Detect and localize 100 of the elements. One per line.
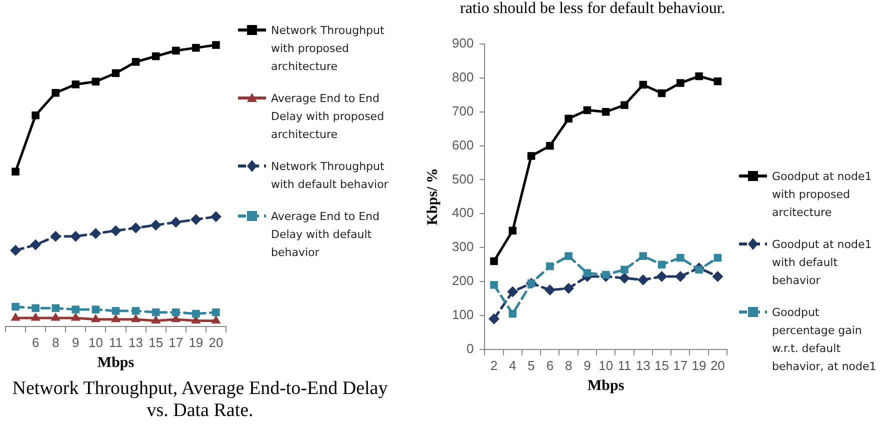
point <box>564 252 572 260</box>
point <box>132 307 140 315</box>
point <box>72 80 80 88</box>
x-tick-label: 8 <box>52 334 60 350</box>
point <box>131 314 141 322</box>
x-axis-title: Mbps <box>97 354 134 371</box>
point <box>676 254 684 262</box>
x-tick-label: 15 <box>148 334 164 350</box>
y-tick-label: 400 <box>452 205 474 220</box>
point <box>639 252 648 260</box>
point <box>712 270 724 282</box>
point <box>112 69 120 78</box>
point <box>12 302 20 311</box>
point <box>192 44 200 52</box>
legend-label: Goodput percentage gain w.r.t. default behavior, at node1 <box>772 305 878 375</box>
y-tick-label: 300 <box>452 239 474 254</box>
point <box>583 269 592 277</box>
y-tick-label: 600 <box>452 137 474 152</box>
point <box>602 108 610 116</box>
point <box>695 266 703 274</box>
point <box>152 52 160 60</box>
point <box>70 312 80 321</box>
point <box>32 304 40 312</box>
point <box>695 72 703 80</box>
point <box>112 307 120 315</box>
text: ratio should be less for default behaviour. <box>460 0 726 18</box>
point <box>90 314 100 322</box>
point <box>507 286 518 298</box>
point <box>583 106 592 114</box>
point <box>658 260 666 268</box>
point <box>151 315 161 324</box>
point <box>12 168 20 176</box>
point <box>150 220 162 231</box>
x-tick-label: 20 <box>208 334 224 350</box>
point <box>620 101 628 109</box>
x-tick-label: 19 <box>188 334 204 350</box>
point <box>172 46 180 55</box>
y-tick-label: 700 <box>452 103 474 118</box>
x-tick-label: 9 <box>72 334 80 350</box>
legend-label: Network Throughput with proposed architecture <box>271 23 386 75</box>
x-tick-label: 10 <box>88 334 103 350</box>
point <box>70 230 82 242</box>
x-tick-label: 8 <box>564 358 572 373</box>
x-tick-label: 15 <box>654 358 669 373</box>
point <box>10 244 22 256</box>
point <box>32 111 40 120</box>
point <box>544 284 556 296</box>
x-tick-label: 9 <box>584 358 591 373</box>
point <box>130 222 142 234</box>
x-tick-label: 4 <box>509 358 516 373</box>
x-tick-label: 13 <box>636 358 650 373</box>
y-tick-label: 800 <box>452 70 474 85</box>
x-tick-label: 6 <box>32 334 40 350</box>
point <box>92 78 100 86</box>
point <box>30 239 42 250</box>
y-tick-label: 100 <box>452 307 474 322</box>
legend-label: Goodput at node1 with proposed arcitecture <box>772 169 873 221</box>
point <box>212 308 220 316</box>
point <box>563 282 574 294</box>
point <box>90 228 102 240</box>
text: Network Throughput, Average End-to-End Delay vs. Data Rate. <box>11 378 389 422</box>
x-tick-label: 11 <box>618 358 632 373</box>
point <box>564 114 572 123</box>
point <box>50 230 62 242</box>
point <box>210 211 222 222</box>
x-tick-label: 2 <box>490 358 498 373</box>
y-tick-label: 0 <box>466 340 474 356</box>
x-tick-label: 10 <box>598 358 614 373</box>
x-axis-title: Mbps <box>588 378 624 394</box>
point <box>639 80 648 89</box>
point <box>618 272 630 284</box>
x-tick-label: 6 <box>546 358 554 373</box>
x-tick-label: 13 <box>128 334 144 350</box>
point <box>490 281 498 289</box>
point <box>527 152 536 160</box>
x-tick-label: 11 <box>109 334 122 350</box>
point <box>110 225 122 236</box>
point <box>30 312 40 321</box>
y-tick-label: 200 <box>452 273 474 288</box>
point <box>10 312 20 321</box>
point <box>676 79 684 87</box>
point <box>192 310 200 318</box>
point <box>620 266 628 274</box>
point <box>488 313 500 324</box>
point <box>172 308 180 316</box>
point <box>52 88 60 97</box>
legend-label: Average End to End Delay with proposed architecture <box>271 91 386 143</box>
point <box>656 270 668 282</box>
point <box>602 270 610 279</box>
x-tick-label: 19 <box>692 358 706 373</box>
point <box>211 315 221 324</box>
point <box>72 306 80 314</box>
x-tick-label: 17 <box>673 358 688 373</box>
point <box>638 274 649 286</box>
point <box>52 304 60 312</box>
y-tick-label: 500 <box>452 171 474 186</box>
point <box>508 310 517 318</box>
point <box>714 254 722 262</box>
y-tick-label: 900 <box>452 36 474 51</box>
point <box>490 257 498 266</box>
